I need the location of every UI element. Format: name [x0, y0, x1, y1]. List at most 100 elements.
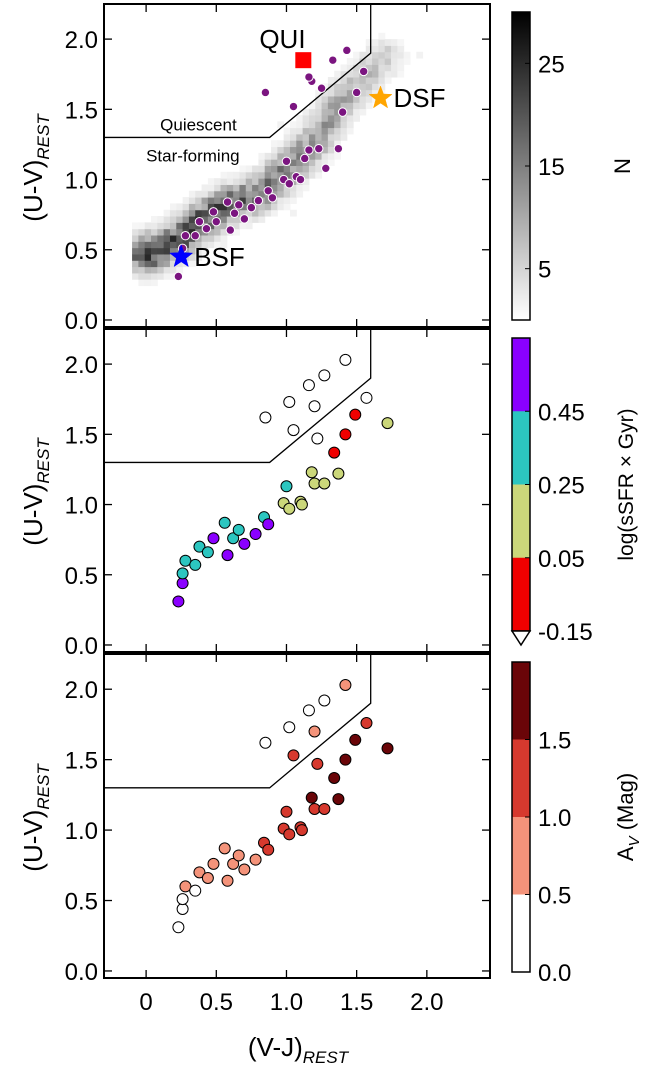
- density-cell: [214, 197, 222, 204]
- density-cell: [334, 108, 342, 116]
- y-axis-label-middle: (U-V)REST: [18, 437, 53, 546]
- density-cell: [283, 152, 291, 160]
- density-cell: [252, 216, 259, 223]
- density-cell: [138, 266, 146, 274]
- density-cell: [340, 133, 348, 141]
- density-cell: [169, 228, 177, 236]
- density-cell: [302, 108, 310, 116]
- density-cell: [151, 272, 158, 280]
- density-cell: [327, 77, 335, 84]
- density-cell: [372, 64, 379, 72]
- density-cell: [372, 70, 379, 78]
- data-point: [381, 742, 394, 755]
- density-cell: [163, 209, 171, 217]
- density-cell: [277, 171, 285, 179]
- density-cell: [346, 89, 354, 97]
- density-cell: [252, 165, 259, 173]
- density-cell: [296, 190, 304, 198]
- selection-line: [104, 654, 372, 789]
- density-cell: [391, 51, 398, 59]
- density-cell: [201, 209, 209, 217]
- density-cell: [220, 178, 228, 185]
- density-cell: [271, 184, 278, 192]
- density-cell: [132, 272, 139, 280]
- data-point: [283, 721, 296, 734]
- density-cell: [346, 70, 354, 78]
- data-point: [281, 156, 292, 166]
- density-cell: [327, 121, 335, 129]
- colorbar-tick-label: 25: [538, 51, 565, 78]
- density-cell: [169, 253, 177, 261]
- density-cell: [195, 253, 203, 261]
- data-point: [358, 66, 369, 77]
- colorbar-extend-arrow: [510, 630, 532, 647]
- density-cell: [188, 241, 196, 249]
- density-cell: [283, 127, 291, 135]
- density-cell: [321, 89, 329, 97]
- selection-line: [104, 329, 372, 464]
- density-cell: [132, 266, 139, 274]
- density-cell: [188, 209, 196, 217]
- density-cell: [271, 178, 278, 185]
- data-point: [333, 143, 344, 154]
- density-cell: [289, 152, 297, 160]
- data-point: [201, 546, 214, 559]
- density-cell: [195, 190, 203, 198]
- density-cell: [207, 222, 215, 230]
- density-cell: [258, 165, 266, 173]
- density-cell: [138, 222, 146, 230]
- density-cell: [365, 77, 373, 84]
- data-point: [218, 842, 231, 855]
- density-cell: [157, 216, 165, 223]
- density-cell: [378, 77, 386, 84]
- data-point: [314, 143, 324, 154]
- y-axis-label-top: (U-V)REST: [18, 113, 53, 222]
- density-cell: [353, 64, 360, 72]
- density-cell: [321, 133, 329, 141]
- y-tick-label: 1.5: [65, 422, 98, 449]
- density-cell: [378, 58, 386, 65]
- data-point: [262, 843, 275, 856]
- density-cell: [271, 140, 278, 148]
- density-cell: [283, 203, 291, 211]
- density-cell: [258, 159, 266, 166]
- data-point: [302, 704, 315, 717]
- density-cell: [302, 133, 310, 141]
- density-cell: [132, 228, 139, 236]
- density-cell: [346, 58, 354, 65]
- density-cell: [397, 45, 405, 53]
- data-point: [321, 163, 331, 174]
- density-cell: [258, 209, 266, 217]
- density-cell: [169, 260, 177, 268]
- data-point: [222, 197, 233, 207]
- data-point: [207, 532, 220, 545]
- density-cell: [214, 178, 222, 185]
- density-cell: [214, 190, 222, 198]
- y-tick-label: 1.5: [65, 748, 98, 775]
- data-point: [189, 558, 202, 571]
- density-cell: [239, 184, 247, 192]
- data-point: [304, 72, 314, 82]
- density-cell: [283, 171, 291, 179]
- density-cell: [144, 235, 152, 242]
- data-point: [229, 208, 240, 218]
- colorbar-tick-label: 15: [538, 154, 565, 181]
- data-point: [284, 179, 294, 189]
- density-cell: [144, 253, 152, 261]
- data-point: [328, 771, 341, 784]
- density-cell: [340, 70, 348, 78]
- data-point: [190, 231, 200, 241]
- density-cell: [334, 133, 342, 141]
- panel-frame: [103, 653, 491, 979]
- density-cell: [302, 184, 310, 192]
- density-cell: [188, 203, 196, 211]
- data-point: [308, 725, 321, 738]
- density-cell: [391, 45, 398, 53]
- data-point: [316, 83, 327, 93]
- density-cell: [315, 89, 323, 97]
- density-cell: [169, 272, 177, 280]
- density-cell: [302, 165, 310, 173]
- density-cell: [296, 121, 304, 129]
- density-cell: [334, 140, 342, 148]
